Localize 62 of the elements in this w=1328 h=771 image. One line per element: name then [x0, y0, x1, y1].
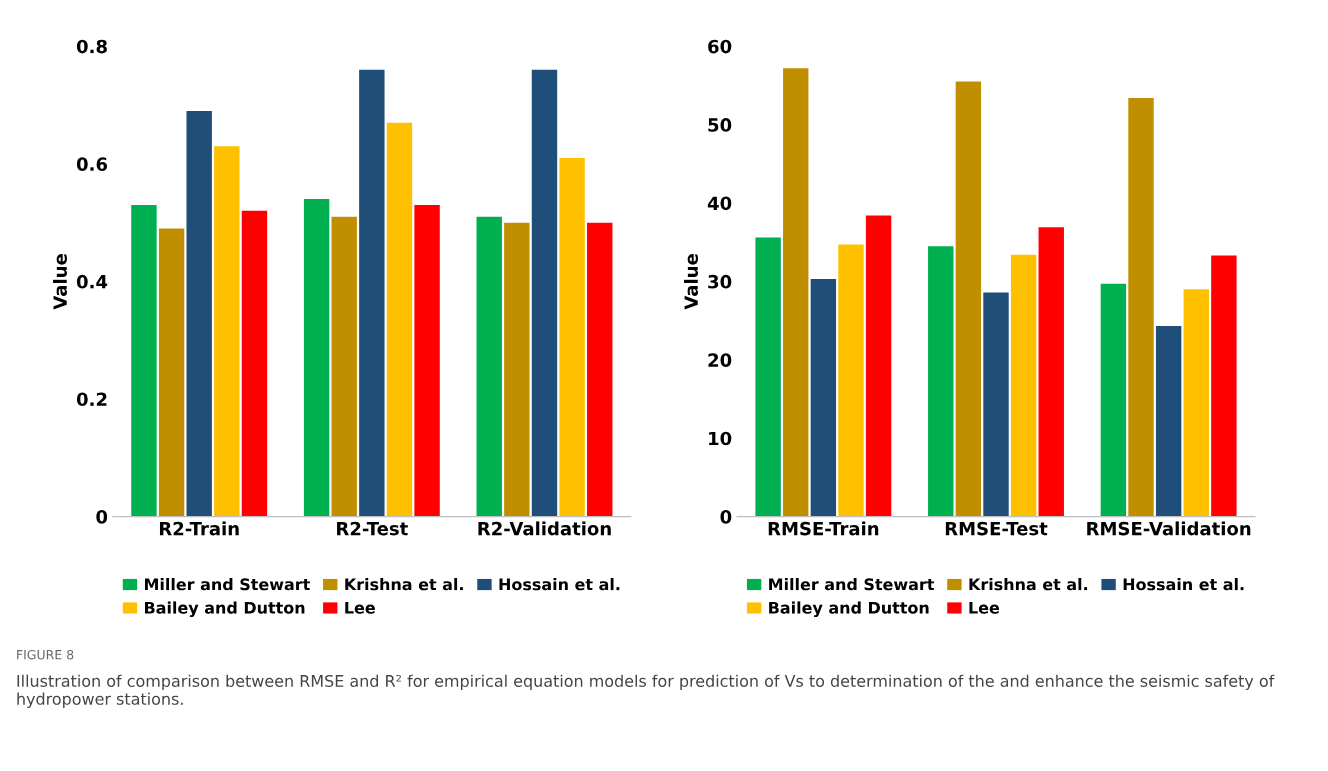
bar	[838, 244, 864, 517]
bar	[131, 204, 157, 517]
legend-label: Lee	[345, 601, 375, 614]
bar	[359, 69, 385, 517]
bar	[1155, 326, 1182, 517]
bar	[331, 216, 357, 517]
bar	[303, 199, 330, 517]
legend-label: Lee	[969, 601, 1000, 614]
y-tick-label: 50	[708, 118, 732, 132]
y-tick-label: 0.8	[76, 39, 107, 54]
bar	[1010, 254, 1037, 517]
y-axis-title: Value	[684, 254, 698, 310]
bar	[928, 246, 954, 517]
legend-label: Hossain et al.	[1123, 577, 1244, 591]
bar	[531, 69, 558, 517]
bar	[755, 237, 781, 517]
bar	[241, 210, 268, 517]
bar	[783, 68, 809, 517]
bar	[559, 157, 585, 517]
legend-label: Krishna et al.	[969, 577, 1088, 591]
y-axis-title: Value	[53, 254, 67, 310]
y-tick-label: 0.2	[76, 392, 107, 407]
legend-label: Miller and Stewart	[769, 577, 935, 591]
bar	[158, 228, 185, 517]
bar	[386, 122, 413, 517]
bar	[504, 222, 530, 517]
y-tick-label: 10	[709, 431, 732, 446]
bar	[810, 279, 837, 517]
x-tick-label: R2-Validation	[478, 521, 611, 536]
text: Illustration of comparison between RMSE and R² for empirical equation models for prediction of Vs to determination of the and enhance the seismic safety of hydropower stations.	[17, 674, 1275, 708]
bar	[1100, 283, 1127, 517]
y-tick-label: 0	[96, 510, 108, 524]
bar	[1211, 255, 1237, 517]
x-tick-label: R2-Train	[159, 521, 239, 536]
bar	[476, 216, 502, 517]
bar	[587, 222, 613, 517]
bar	[865, 215, 892, 517]
bar	[983, 292, 1009, 517]
y-tick-label: 0.4	[76, 274, 108, 289]
bar	[186, 110, 212, 517]
y-tick-label: 0.6	[76, 157, 108, 171]
x-tick-label: RMSE-Validation	[1087, 521, 1251, 536]
x-tick-label: RMSE-Train	[768, 521, 879, 536]
x-tick-label: RMSE-Test	[945, 521, 1048, 536]
legend-label: Krishna et al.	[345, 577, 463, 591]
x-tick-label: R2-Test	[337, 521, 408, 536]
legend-label: Hossain et al.	[499, 577, 620, 591]
bar	[1038, 227, 1064, 517]
bar	[1183, 289, 1209, 517]
y-tick-label: 60	[708, 39, 732, 54]
legend-label: Bailey and Dutton	[769, 601, 929, 617]
y-tick-label: 30	[708, 274, 732, 289]
bar	[955, 81, 982, 517]
legend-label: Bailey and Dutton	[145, 601, 305, 617]
legend-label: Miller and Stewart	[145, 577, 310, 591]
caption: FIGURE 8	[17, 649, 74, 660]
bar	[214, 146, 240, 517]
y-tick-label: 20	[708, 353, 732, 367]
bar	[1128, 97, 1154, 517]
y-tick-label: 0	[720, 510, 732, 524]
bar	[414, 204, 440, 517]
y-tick-label: 40	[707, 196, 732, 211]
